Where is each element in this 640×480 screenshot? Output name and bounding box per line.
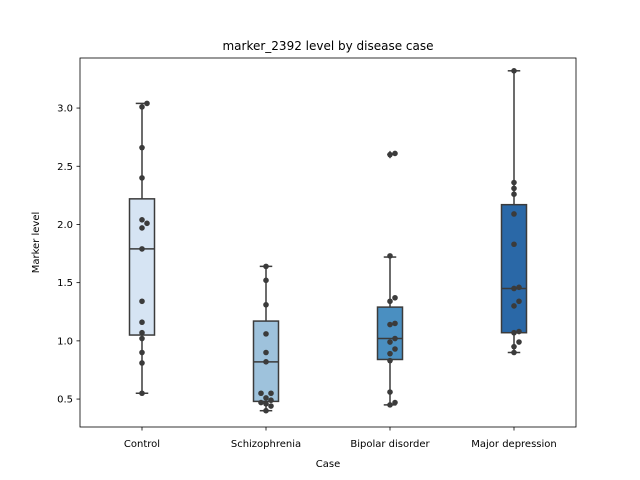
data-point (387, 389, 393, 395)
data-point (144, 220, 150, 227)
data-point (392, 320, 398, 327)
data-point (139, 246, 145, 252)
data-point (387, 321, 393, 328)
data-point (139, 144, 145, 151)
data-point (392, 399, 398, 406)
chart-title: marker_2392 level by disease case (222, 39, 433, 53)
data-point (263, 301, 269, 308)
data-point (139, 360, 145, 366)
data-point (258, 390, 264, 397)
data-point (387, 253, 393, 259)
box-2 (376, 306, 404, 361)
data-point (511, 211, 517, 217)
x-axis: Control Schizophrenia Bipolar disorder Majo… (124, 427, 557, 450)
data-point (516, 328, 522, 335)
data-point (268, 397, 274, 404)
data-point (263, 407, 269, 414)
data-point (516, 339, 522, 345)
data-point (511, 179, 517, 186)
data-point (139, 390, 145, 397)
data-point (511, 343, 517, 350)
points-layer (139, 68, 522, 414)
data-point (392, 294, 398, 301)
data-point (144, 100, 150, 107)
x-tick-label: Control (124, 439, 160, 450)
data-point (263, 263, 269, 270)
y-tick-label: 1.5 (57, 278, 73, 289)
data-point (139, 335, 145, 342)
data-point (139, 329, 145, 336)
data-point (387, 298, 393, 305)
data-point (392, 335, 398, 342)
data-point (139, 225, 145, 231)
data-point (516, 284, 522, 291)
data-point (511, 329, 517, 336)
data-point (516, 298, 522, 305)
data-point (268, 390, 274, 397)
x-tick-label: Schizophrenia (231, 439, 301, 450)
box-3 (500, 203, 528, 334)
data-point (511, 185, 517, 192)
data-point (387, 357, 393, 364)
y-axis: 0.5 1.0 1.5 2.0 2.5 3.0 (57, 104, 80, 406)
data-point (263, 277, 269, 284)
data-point (139, 349, 145, 356)
y-tick-label: 1.0 (57, 336, 73, 347)
plot-frame (79, 57, 577, 428)
data-point (263, 331, 269, 337)
data-point (263, 395, 269, 401)
data-point (258, 399, 264, 406)
data-point (511, 285, 517, 292)
y-axis-label: Marker level (31, 212, 42, 274)
data-point (387, 151, 393, 158)
data-point (263, 400, 269, 407)
data-point (387, 402, 393, 408)
data-point (511, 303, 517, 309)
y-tick-label: 2.5 (57, 162, 73, 173)
data-point (139, 217, 145, 223)
data-point (139, 319, 145, 326)
y-tick-label: 2.0 (57, 220, 73, 231)
data-point (263, 349, 269, 356)
data-point (392, 150, 398, 157)
data-point (387, 339, 393, 345)
x-tick-label: Bipolar disorder (350, 439, 430, 450)
data-point (139, 175, 145, 181)
y-tick-label: 0.5 (57, 395, 73, 406)
data-point (387, 350, 393, 357)
data-point (511, 68, 517, 74)
x-axis-label: Case (316, 459, 340, 470)
data-point (511, 241, 517, 248)
data-point (392, 346, 398, 352)
data-point (511, 191, 517, 197)
data-point (263, 359, 269, 365)
data-point (268, 403, 274, 409)
data-point (139, 104, 145, 110)
x-tick-label: Major depression (471, 439, 557, 450)
y-tick-label: 3.0 (57, 104, 73, 115)
data-point (511, 349, 517, 356)
data-point (139, 298, 145, 305)
